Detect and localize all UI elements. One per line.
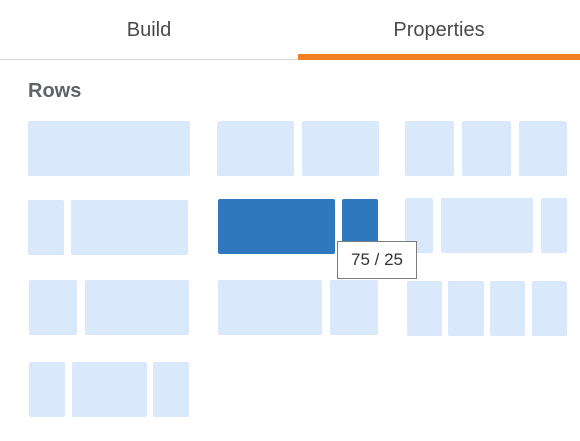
layout-column (302, 121, 379, 176)
layout-column (29, 280, 77, 335)
row-layout-2-col-33-66[interactable] (29, 280, 189, 335)
row-layout-2-col-25-75[interactable] (28, 200, 190, 255)
layout-column (153, 362, 189, 417)
layout-column (72, 362, 147, 417)
layout-column (29, 362, 65, 417)
layout-column (85, 280, 189, 335)
row-layout-3-col-25-50-25[interactable] (29, 362, 189, 417)
layout-column (71, 200, 188, 255)
layout-column (330, 280, 378, 335)
layout-column (441, 198, 533, 253)
active-tab-indicator (298, 54, 580, 60)
tab-bar: Build Properties (0, 0, 580, 60)
row-layout-2-col-66-33[interactable] (218, 280, 378, 335)
layout-column (218, 280, 322, 335)
tab-build[interactable]: Build (126, 18, 172, 41)
section-title-rows: Rows (28, 80, 82, 102)
layout-column (218, 199, 335, 254)
row-layout-2-col-50-50[interactable] (217, 121, 379, 176)
layout-tooltip: 75 / 25 (337, 241, 417, 279)
layout-column (407, 281, 442, 336)
row-layout-2-col-75-25[interactable] (218, 199, 380, 254)
row-layout-1-col[interactable] (28, 121, 190, 176)
layout-column (490, 281, 525, 336)
row-layout-3-col[interactable] (405, 121, 567, 176)
layout-column (405, 121, 454, 176)
layout-column (541, 198, 567, 253)
layout-column (28, 121, 190, 176)
tab-properties[interactable]: Properties (393, 18, 485, 41)
layout-column (519, 121, 567, 176)
row-layout-4-col[interactable] (407, 281, 567, 336)
layout-column (217, 121, 294, 176)
layout-column (448, 281, 484, 336)
layout-column (532, 281, 567, 336)
layout-column (28, 200, 64, 255)
row-layout-3-col-16-66-16[interactable] (405, 198, 567, 253)
layout-column (462, 121, 511, 176)
